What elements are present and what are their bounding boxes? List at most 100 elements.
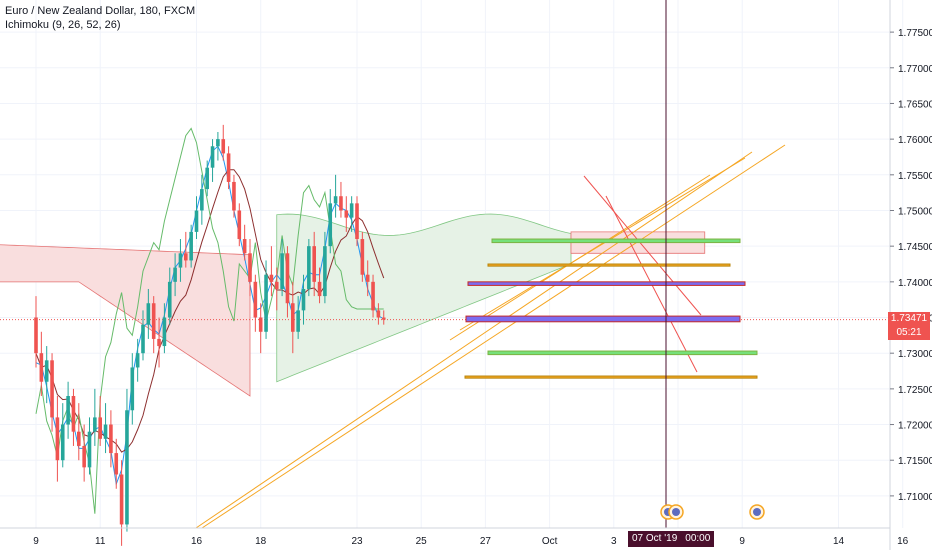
candle-body bbox=[34, 317, 38, 354]
candle-body bbox=[296, 310, 300, 332]
time-tick-label: 3 bbox=[611, 536, 617, 547]
price-tick-label: 1.71500 bbox=[898, 456, 932, 467]
price-axis[interactable]: 1.77500 1.77000 1.76500 1.76000 1.75500 1.750… bbox=[889, 0, 932, 550]
price-tick-label: 1.73000 bbox=[898, 349, 932, 360]
trendline-4 bbox=[459, 157, 746, 331]
candle-body bbox=[151, 303, 156, 339]
candle-body bbox=[82, 445, 86, 468]
chikou-line bbox=[35, 127, 384, 514]
time-tick-label: 18 bbox=[255, 536, 267, 547]
price-tick-label: 1.72000 bbox=[898, 421, 932, 432]
candle-body bbox=[178, 253, 183, 268]
candlestick-series bbox=[34, 124, 386, 546]
time-tick-label: 9 bbox=[33, 536, 39, 547]
chart-legend: Euro / New Zealand Dollar, 180, FXCM Ich… bbox=[5, 4, 195, 32]
trendline-5 bbox=[583, 175, 702, 316]
candle-body bbox=[184, 253, 188, 261]
cloud-segment bbox=[0, 244, 251, 397]
candle-body bbox=[141, 324, 145, 354]
zone-box bbox=[487, 350, 758, 356]
candle-body bbox=[114, 453, 119, 475]
candle-body bbox=[93, 417, 97, 432]
candle-body bbox=[371, 281, 375, 311]
candle-body bbox=[360, 239, 365, 275]
candle-body bbox=[355, 203, 359, 240]
candle-body bbox=[125, 410, 129, 525]
event-marker-flag bbox=[753, 508, 761, 516]
candle-body bbox=[285, 253, 290, 304]
time-tick-label: 25 bbox=[416, 536, 428, 547]
time-tick-label: 9 bbox=[739, 536, 745, 547]
candle-body bbox=[173, 267, 177, 282]
candle-body bbox=[146, 303, 151, 325]
chart-grid bbox=[0, 0, 904, 528]
candle-body bbox=[66, 396, 70, 425]
candle-body bbox=[264, 274, 268, 332]
time-tick-label: 16 bbox=[897, 536, 909, 547]
candle-body bbox=[376, 310, 381, 318]
candle-body bbox=[60, 424, 65, 461]
trendline-1 bbox=[195, 151, 753, 529]
event-marker-flag bbox=[672, 508, 680, 516]
candle-body bbox=[77, 431, 81, 446]
price-tick-label: 1.74500 bbox=[898, 242, 932, 253]
candle-body bbox=[242, 239, 247, 254]
candle-body bbox=[87, 431, 92, 468]
time-tick-label: 14 bbox=[833, 536, 845, 547]
candle-body bbox=[189, 231, 193, 261]
candle-body bbox=[317, 281, 322, 297]
indicator-title[interactable]: Ichimoku (9, 26, 52, 26) bbox=[5, 19, 121, 31]
candle-body bbox=[323, 246, 327, 297]
current-price-label: 1.73471 bbox=[888, 311, 930, 326]
candle-body bbox=[210, 146, 215, 168]
candle-body bbox=[258, 317, 263, 332]
candle-body bbox=[280, 253, 284, 289]
candle-body bbox=[103, 424, 108, 439]
candle-body bbox=[130, 367, 135, 411]
candle-body bbox=[269, 274, 274, 282]
candle-body bbox=[248, 253, 252, 282]
zone-box bbox=[464, 375, 758, 379]
drawing-tools[interactable] bbox=[195, 144, 786, 529]
candle-body bbox=[157, 338, 161, 347]
price-tick-label: 1.77000 bbox=[898, 64, 932, 75]
symbol-title[interactable]: Euro / New Zealand Dollar, 180, FXCM bbox=[5, 5, 196, 17]
time-axis[interactable]: 9111618232527Oct3791416 bbox=[0, 504, 909, 547]
candle-body bbox=[167, 281, 172, 318]
candle-body bbox=[253, 281, 258, 318]
price-tick-label: 1.76000 bbox=[898, 135, 932, 146]
price-tick-label: 1.72500 bbox=[898, 385, 932, 396]
candle-body bbox=[381, 317, 386, 320]
ichimoku-lines bbox=[0, 127, 890, 514]
price-tick-label: 1.76500 bbox=[898, 99, 932, 110]
candle-body bbox=[339, 196, 343, 211]
candle-body bbox=[221, 139, 226, 154]
candle-body bbox=[226, 153, 231, 182]
candle-body bbox=[365, 274, 370, 282]
candle-body bbox=[71, 396, 76, 432]
zone-box bbox=[467, 281, 746, 286]
candle-body bbox=[55, 417, 60, 461]
candle-body bbox=[205, 167, 209, 190]
candle-body bbox=[333, 196, 338, 204]
candle-body bbox=[50, 360, 54, 418]
candle-body bbox=[344, 210, 349, 218]
candle-body bbox=[200, 189, 204, 211]
candle-body bbox=[44, 360, 49, 382]
candle-body bbox=[135, 353, 140, 368]
bar-countdown-label: 05:21 bbox=[888, 325, 930, 340]
time-tick-label: 23 bbox=[351, 536, 363, 547]
price-tick-label: 1.75500 bbox=[898, 171, 932, 182]
crosshair-time: 00:00 bbox=[685, 533, 711, 544]
candle-body bbox=[274, 281, 279, 289]
time-tick-label: 16 bbox=[191, 536, 203, 547]
price-tick-label: 1.71000 bbox=[898, 492, 932, 503]
candle-body bbox=[98, 417, 102, 439]
candle-body bbox=[301, 288, 306, 311]
zone-box bbox=[465, 315, 741, 323]
zone-box bbox=[491, 238, 741, 244]
candle-body bbox=[39, 353, 44, 382]
time-tick-label: Oct bbox=[542, 536, 558, 547]
candle-body bbox=[312, 246, 316, 282]
